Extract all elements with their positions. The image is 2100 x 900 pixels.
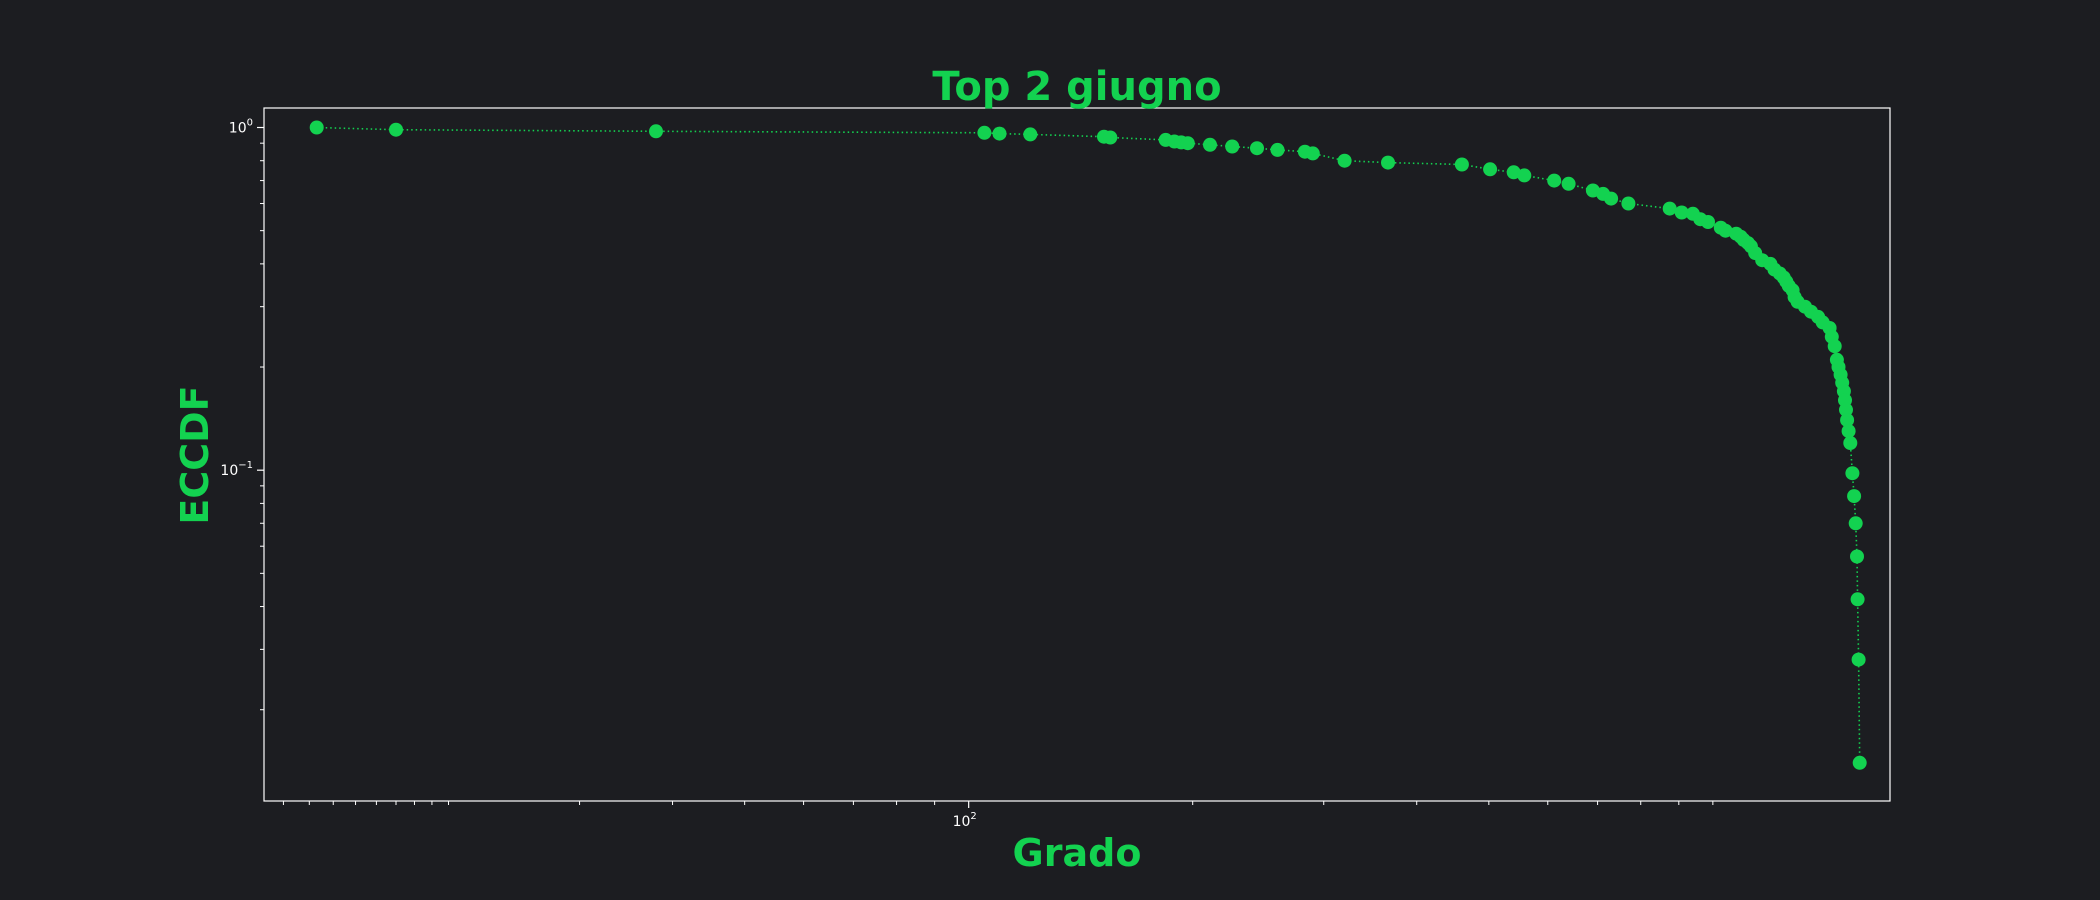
data-point xyxy=(1517,168,1532,183)
data-point xyxy=(1850,592,1865,607)
data-point xyxy=(1604,191,1619,206)
x-tick-label: 102 xyxy=(953,811,977,830)
data-point xyxy=(1621,196,1636,211)
data-point xyxy=(1674,205,1689,220)
data-point xyxy=(1851,652,1866,667)
data-point xyxy=(1841,424,1856,439)
data-point xyxy=(309,120,324,135)
data-point xyxy=(1337,153,1352,168)
data-point xyxy=(1023,127,1038,142)
data-point xyxy=(1843,436,1858,450)
data-point xyxy=(389,122,403,137)
data-point xyxy=(1225,139,1240,154)
data-point xyxy=(1483,162,1498,177)
data-point xyxy=(1701,215,1715,229)
data-point xyxy=(1203,137,1217,152)
data-point xyxy=(1547,173,1562,188)
data-point xyxy=(1270,142,1285,157)
data-point xyxy=(1718,223,1733,238)
data-point xyxy=(1839,402,1853,417)
data-point xyxy=(1662,201,1677,216)
chart-title: Top 2 giugno xyxy=(932,64,1221,110)
plot-area xyxy=(264,108,1890,801)
data-point xyxy=(1381,155,1395,170)
data-point xyxy=(1506,165,1521,180)
data-point xyxy=(649,124,663,139)
ticks-layer: 102 100 10−1 xyxy=(220,118,1714,830)
data-point xyxy=(1847,489,1862,504)
data-point xyxy=(1305,146,1320,161)
data-point xyxy=(1850,549,1864,564)
series-layer xyxy=(309,120,1867,770)
y-axis-label: ECCDF xyxy=(173,385,217,524)
y-tick-label: 10−1 xyxy=(220,460,253,479)
plot-frame xyxy=(263,107,1891,802)
data-point xyxy=(1852,755,1867,770)
y-tick-label: 100 xyxy=(229,118,253,137)
data-point xyxy=(1561,176,1576,191)
x-axis-label: Grado xyxy=(1013,831,1142,875)
data-point xyxy=(977,125,992,140)
data-point xyxy=(1454,157,1469,172)
data-point xyxy=(1840,413,1855,428)
data-point xyxy=(1103,130,1118,145)
data-point xyxy=(1848,516,1863,531)
data-point xyxy=(1180,136,1195,151)
data-point xyxy=(1250,141,1264,156)
data-point xyxy=(1827,339,1842,354)
data-point xyxy=(992,126,1007,141)
data-point xyxy=(1845,466,1860,481)
